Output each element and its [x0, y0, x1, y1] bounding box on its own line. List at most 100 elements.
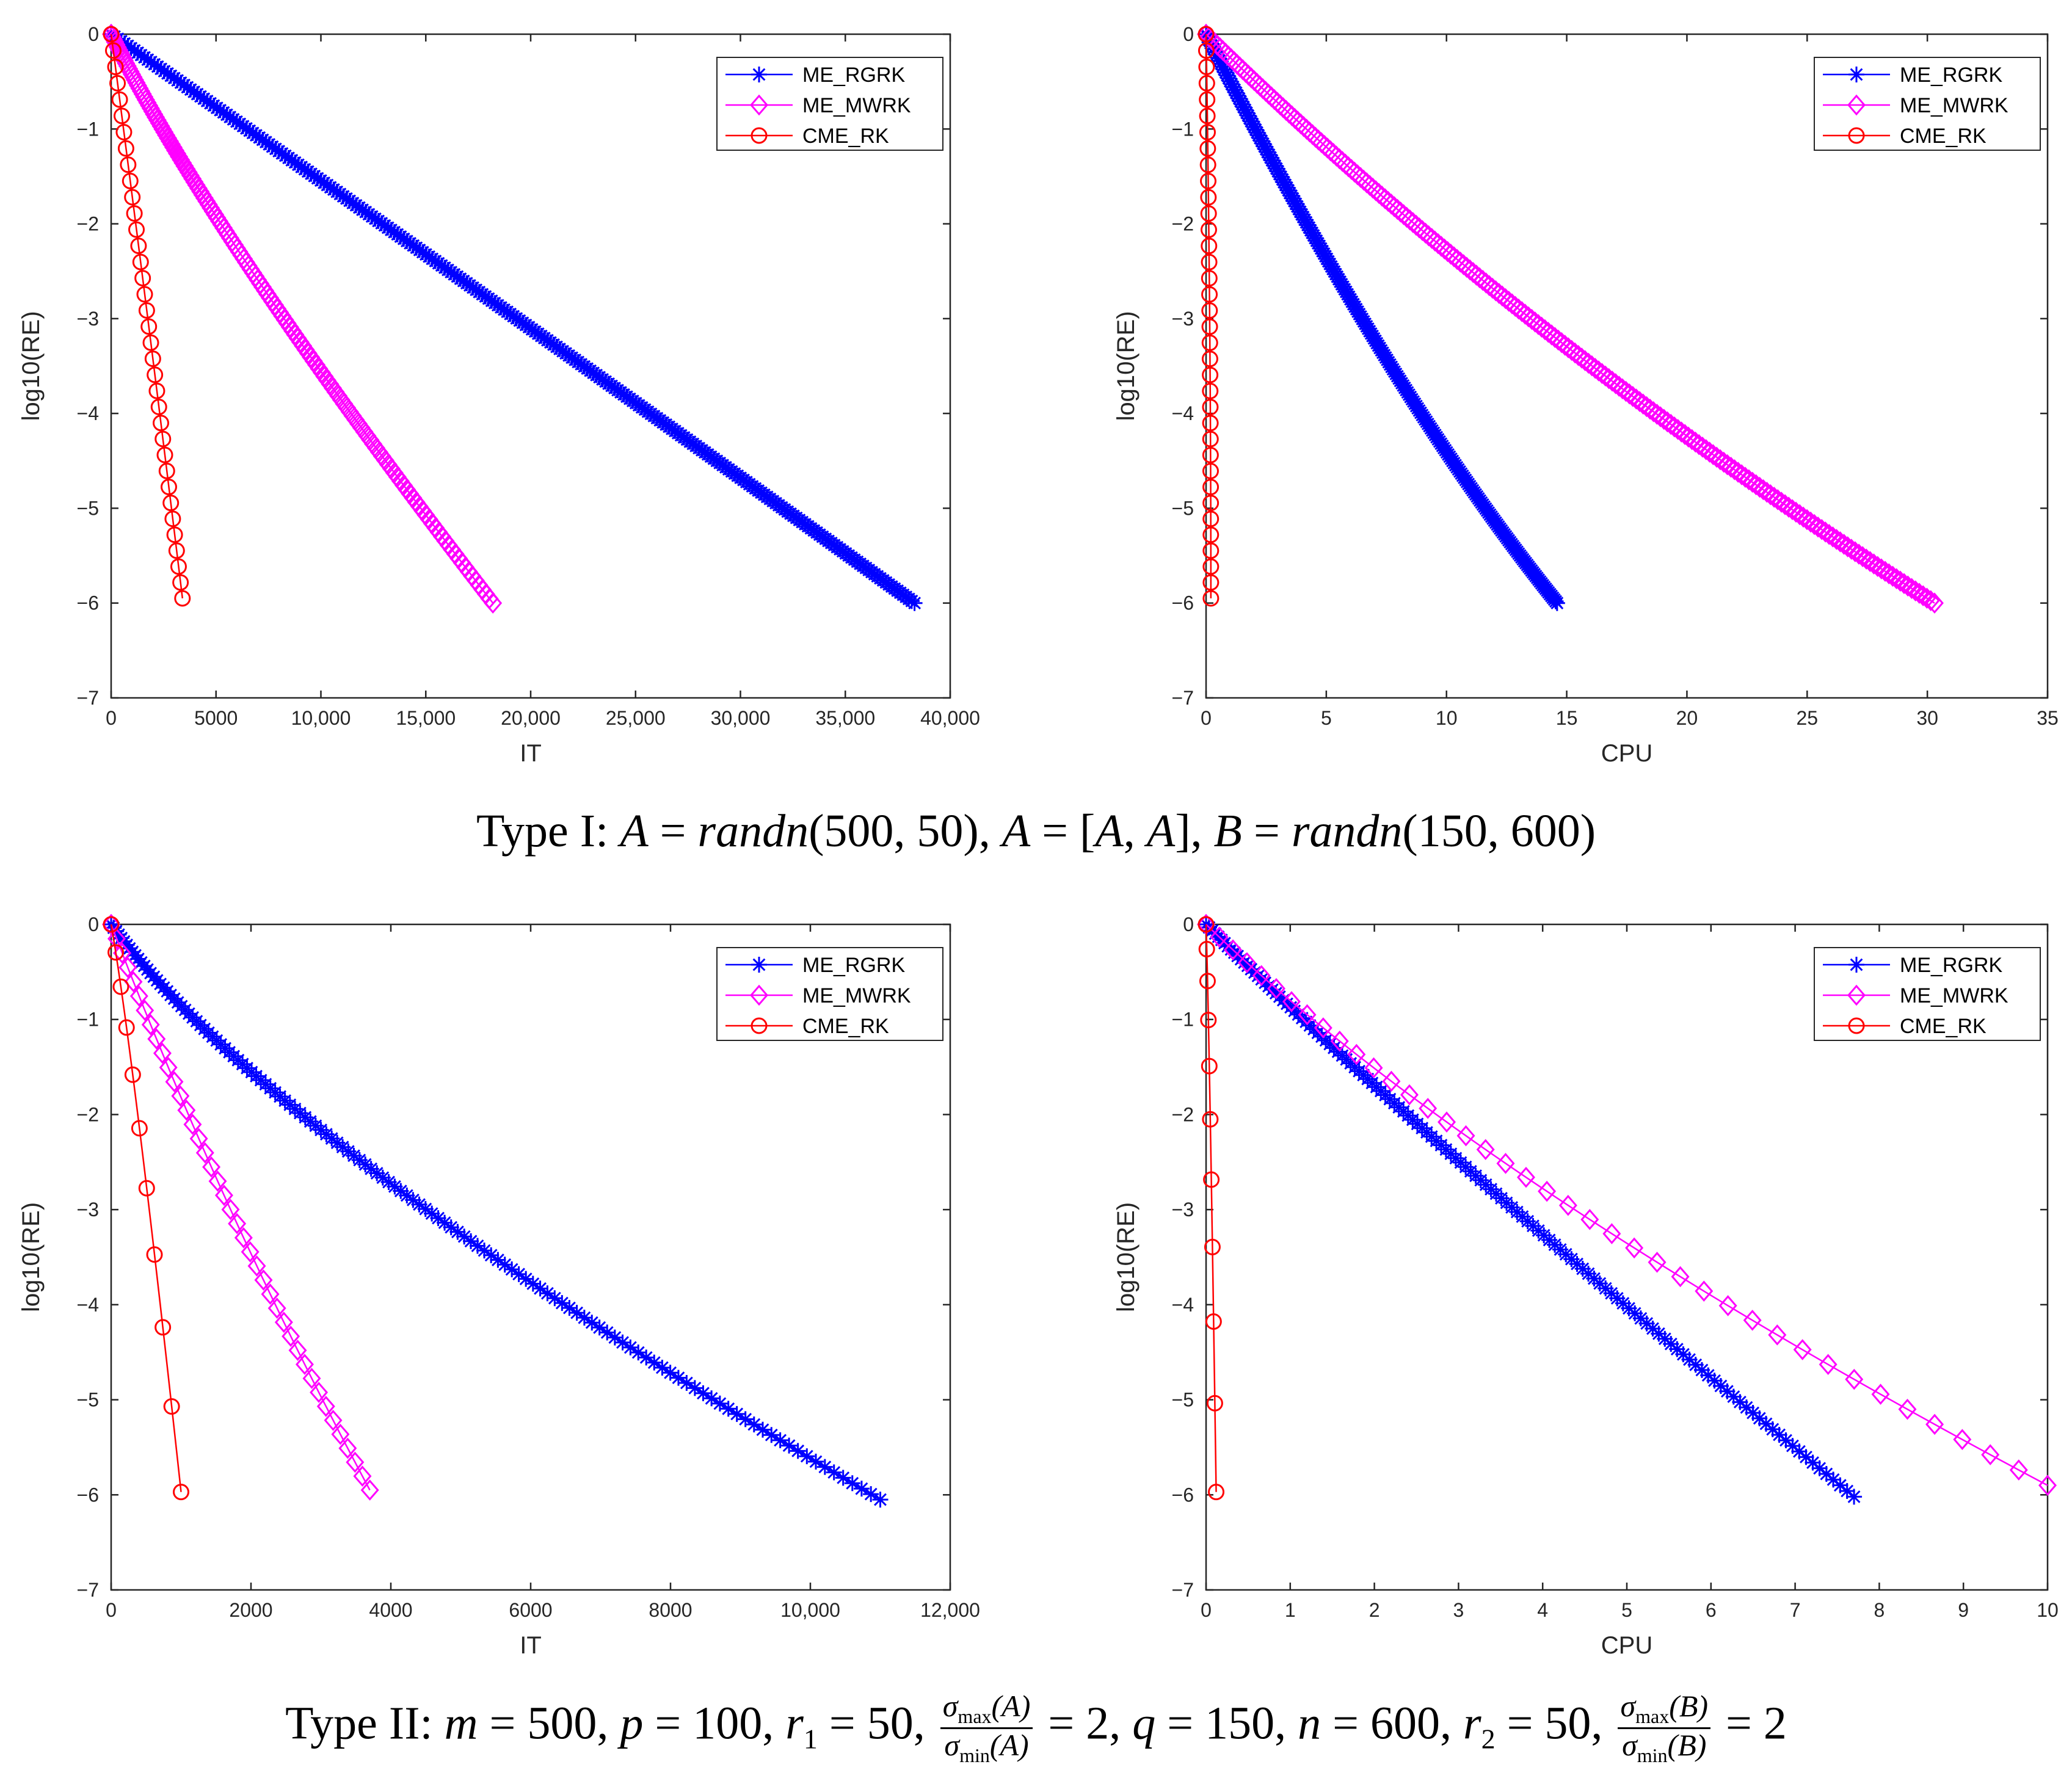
circle-marker	[1199, 973, 1216, 990]
caption-text: 1	[803, 1723, 818, 1755]
star-marker	[863, 1486, 879, 1503]
circle-marker	[152, 415, 169, 432]
x-tick-label: 5	[1621, 1599, 1632, 1621]
x-axis-title: IT	[520, 740, 542, 767]
x-tick-label: 30,000	[711, 707, 771, 729]
star-marker	[1229, 87, 1246, 104]
star-marker	[561, 1300, 578, 1316]
star-marker	[606, 1329, 623, 1346]
star-marker	[1745, 1405, 1761, 1421]
series-ME_MWRK	[102, 23, 503, 614]
star-marker	[816, 1459, 833, 1475]
legend-box	[716, 57, 943, 151]
star-marker	[844, 1475, 860, 1492]
diamond-marker	[288, 1340, 307, 1361]
diamond-marker	[353, 1465, 372, 1487]
circle-marker	[1202, 590, 1220, 607]
x-tick-label: 6	[1706, 1599, 1717, 1621]
caption-text: (A)	[991, 1689, 1031, 1723]
y-tick-label: −3	[77, 308, 99, 330]
diamond-marker	[1925, 592, 1944, 614]
diamond-marker	[1819, 1354, 1838, 1376]
star-marker	[1549, 595, 1565, 611]
star-marker	[711, 1395, 728, 1412]
caption-text: = [	[1030, 805, 1096, 857]
chart-panel-bottom-right: 0 1 2 3 4 5 6 7 8 9 10 0 −1 −2 −3 −4 −5 −6 −7 CPU log10(RE) M…	[1113, 913, 2059, 1659]
series-line	[110, 34, 494, 604]
y-tick-label: −7	[77, 687, 99, 709]
circle-marker	[126, 205, 143, 222]
x-tick-label: 3	[1453, 1599, 1464, 1621]
legend: ME_RGRK ME_MWRK CME_RK	[716, 57, 943, 151]
circle-marker	[1199, 140, 1216, 157]
circle-marker	[174, 590, 191, 607]
legend-box	[1814, 57, 2041, 151]
star-marker	[1839, 1483, 1855, 1500]
star-marker	[1706, 1373, 1723, 1389]
star-marker	[1226, 82, 1243, 98]
legend-label: ME_RGRK	[1900, 954, 2002, 977]
star-marker	[1238, 104, 1255, 121]
y-tick-label: −4	[1172, 402, 1194, 424]
star-marker	[662, 1365, 678, 1381]
y-tick-label: 0	[1183, 23, 1194, 45]
diamond-marker	[484, 592, 503, 614]
circle-marker	[1200, 1012, 1217, 1029]
x-tick-label: 10	[2037, 1599, 2059, 1621]
circle-marker	[1202, 462, 1219, 479]
star-marker	[1719, 1383, 1736, 1399]
caption-text: n	[1298, 1697, 1321, 1749]
star-marker	[670, 1369, 686, 1386]
star-marker	[1234, 96, 1251, 112]
circle-marker	[1200, 189, 1217, 206]
x-axis-title: CPU	[1601, 1632, 1652, 1659]
star-marker	[470, 1238, 486, 1254]
star-marker	[1248, 122, 1264, 138]
y-tick-label: −3	[77, 1199, 99, 1221]
y-axis-title: log10(RE)	[18, 311, 45, 421]
caption-text: = 150,	[1155, 1697, 1298, 1749]
diamond-marker	[202, 1156, 221, 1178]
legend-entry-ME_RGRK: ME_RGRK	[725, 63, 905, 87]
caption-text: m	[444, 1697, 478, 1749]
y-tick-label: −1	[1172, 1009, 1194, 1031]
legend-label: ME_MWRK	[802, 984, 911, 1007]
circle-marker	[113, 107, 130, 125]
series-ME_MWRK	[102, 913, 379, 1501]
circle-marker	[1198, 74, 1215, 92]
circle-marker	[168, 542, 185, 559]
diamond-marker	[274, 1311, 293, 1333]
circle-marker	[1203, 1171, 1220, 1188]
legend-entry-ME_RGRK: ME_RGRK	[725, 954, 905, 977]
diamond-marker	[1314, 1017, 1332, 1039]
star-marker	[1235, 99, 1252, 115]
circle-marker	[140, 318, 158, 335]
star-marker	[1253, 132, 1270, 149]
circle-marker	[138, 302, 155, 319]
legend-label: ME_MWRK	[1900, 984, 2008, 1007]
circle-marker	[1201, 302, 1218, 319]
star-marker	[363, 1161, 379, 1177]
star-marker	[772, 1432, 788, 1448]
circle-marker	[146, 1246, 163, 1263]
star-marker	[547, 1290, 563, 1307]
caption-text: min	[1637, 1744, 1668, 1766]
star-marker	[754, 1421, 771, 1438]
star-marker	[1243, 113, 1259, 129]
series-CME_RK	[103, 916, 189, 1501]
y-tick-label: −6	[77, 1484, 99, 1506]
star-marker	[584, 1315, 600, 1331]
diamond-marker	[228, 1213, 247, 1235]
star-marker	[599, 1324, 616, 1341]
legend: ME_RGRK ME_MWRK CME_RK	[1814, 947, 2041, 1041]
diamond-marker	[267, 1297, 286, 1319]
legend-label: ME_RGRK	[802, 63, 905, 87]
y-tick-label: −5	[77, 497, 99, 519]
star-marker	[835, 1470, 851, 1486]
y-tick-label: −3	[1172, 1199, 1194, 1221]
y-tick-label: −2	[77, 1103, 99, 1125]
diamond-marker	[247, 1255, 266, 1277]
circle-marker	[109, 74, 126, 92]
circle-marker	[107, 59, 124, 76]
